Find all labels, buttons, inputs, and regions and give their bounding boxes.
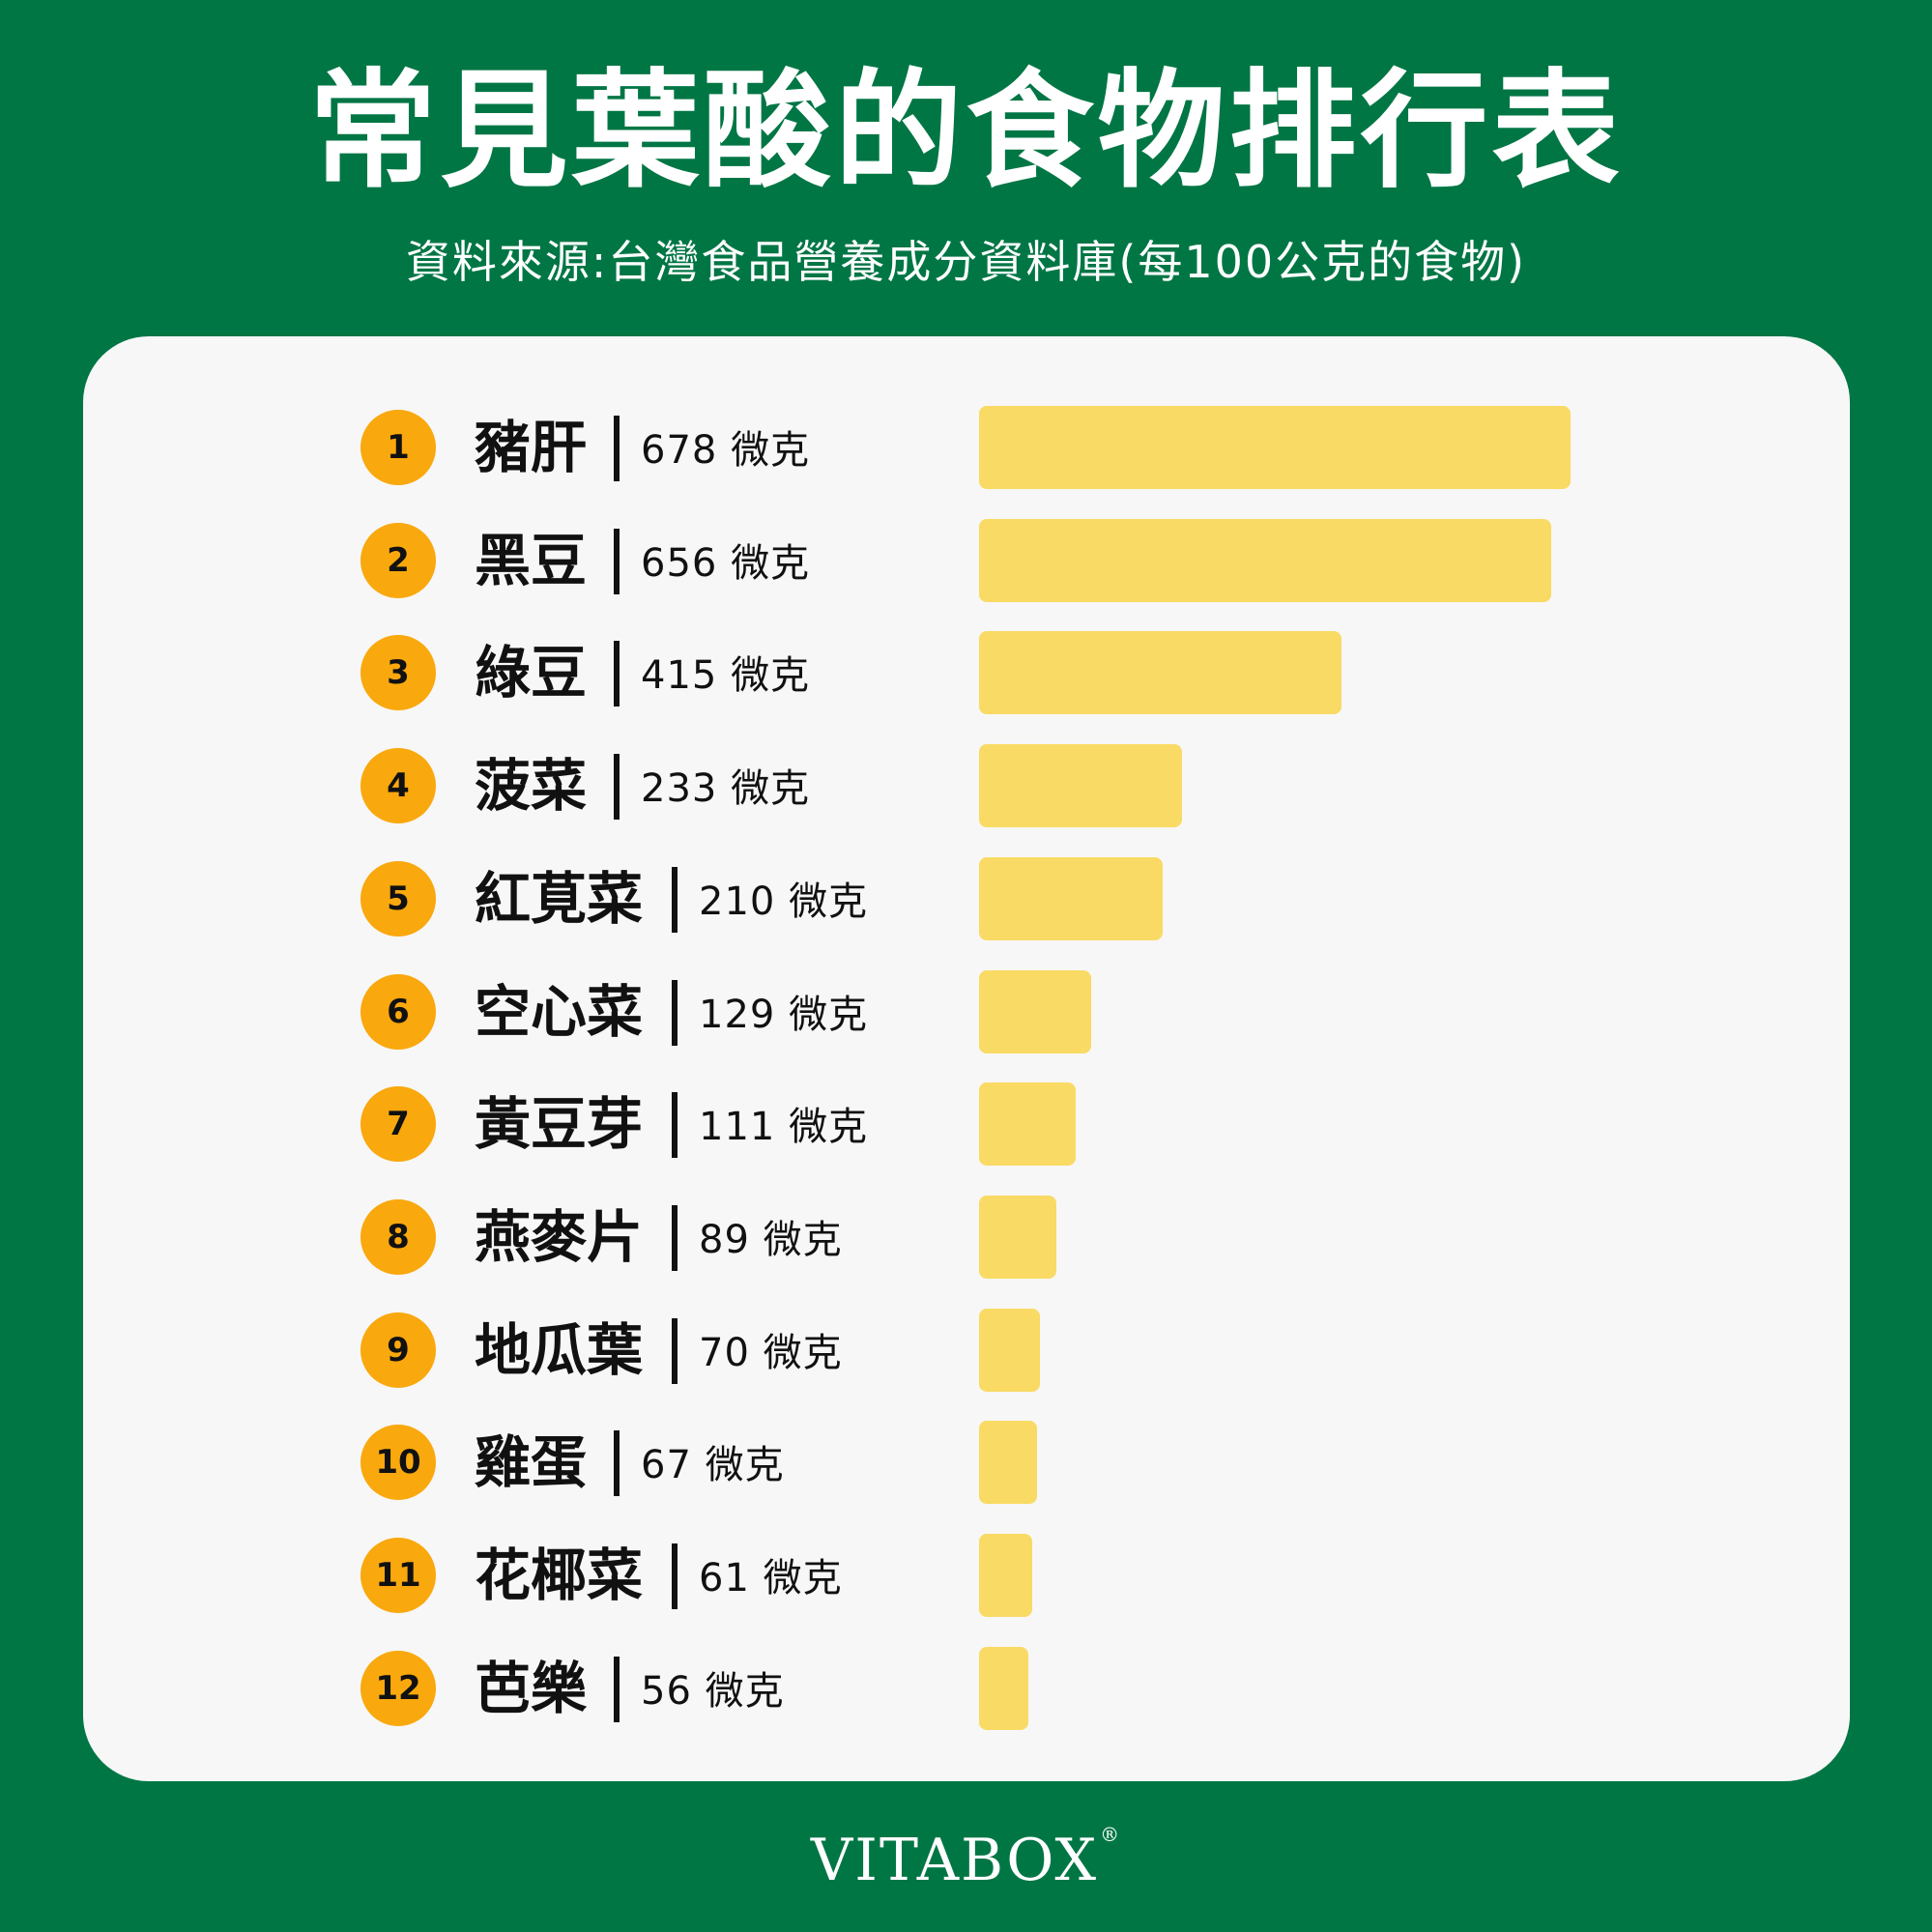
ranking-row: 7 黃豆芽 111 微克 xyxy=(83,1082,1850,1167)
food-name: 地瓜葉 xyxy=(475,1316,644,1383)
ranking-row: 1 豬肝 678 微克 xyxy=(83,406,1850,489)
food-name: 紅莧菜 xyxy=(475,865,644,932)
rank-badge: 3 xyxy=(360,635,436,711)
separator-bar xyxy=(614,528,620,594)
food-name: 黃豆芽 xyxy=(475,1091,644,1158)
value-bar xyxy=(979,518,1551,602)
ranking-row: 3 綠豆 415 微克 xyxy=(83,631,1850,715)
food-name: 菠菜 xyxy=(475,753,588,820)
folate-amount-label: 233 微克 xyxy=(641,766,811,812)
value-bar xyxy=(979,1195,1056,1279)
folate-amount-label: 67 微克 xyxy=(641,1443,785,1488)
ranking-row: 5 紅莧菜 210 微克 xyxy=(83,856,1850,940)
ranking-row: 8 燕麥片 89 微克 xyxy=(83,1195,1850,1279)
separator-bar xyxy=(672,979,678,1046)
folate-amount-label: 70 微克 xyxy=(699,1330,843,1375)
source-subtitle: 資料來源:台灣食品營養成分資料庫(每100公克的食物) xyxy=(405,236,1527,288)
food-name: 空心菜 xyxy=(475,978,644,1045)
separator-bar xyxy=(614,754,620,821)
page-title: 常見葉酸的食物排行表 xyxy=(308,57,1624,206)
separator-bar xyxy=(672,1317,678,1384)
ranking-row: 2 黑豆 656 微克 xyxy=(83,518,1850,602)
value-bar xyxy=(979,631,1341,715)
folate-amount-label: 656 微克 xyxy=(641,540,811,586)
folate-amount-label: 89 微克 xyxy=(699,1217,843,1262)
food-name: 芭樂 xyxy=(475,1655,588,1721)
food-name: 燕麥片 xyxy=(475,1203,644,1270)
ranking-row: 12 芭樂 56 微克 xyxy=(83,1646,1850,1730)
separator-bar xyxy=(614,641,620,707)
ranking-row: 10 雞蛋 67 微克 xyxy=(83,1421,1850,1505)
folate-amount-label: 415 微克 xyxy=(641,653,811,699)
folate-amount-label: 61 微克 xyxy=(699,1556,843,1600)
value-bar xyxy=(979,856,1163,940)
ranking-row: 11 花椰菜 61 微克 xyxy=(83,1534,1850,1617)
rank-badge: 10 xyxy=(360,1425,436,1501)
separator-bar xyxy=(672,866,678,933)
value-bar xyxy=(979,1534,1032,1617)
rank-badge: 4 xyxy=(360,748,436,824)
rank-badge: 11 xyxy=(360,1538,436,1613)
rank-badge: 6 xyxy=(360,973,436,1050)
separator-bar xyxy=(672,1543,678,1609)
registered-mark: ® xyxy=(1100,1823,1122,1846)
separator-bar xyxy=(672,1204,678,1271)
food-name: 黑豆 xyxy=(475,527,588,593)
rank-badge: 2 xyxy=(360,522,436,598)
separator-bar xyxy=(614,1430,620,1497)
rank-badge: 12 xyxy=(360,1650,436,1726)
ranking-card: 1 豬肝 678 微克 2 黑豆 656 微克 3 綠豆 415 微克 4 菠菜 233 微克 5 紅莧菜… xyxy=(83,336,1850,1781)
food-name: 花椰菜 xyxy=(475,1543,644,1608)
rank-badge: 7 xyxy=(360,1086,436,1163)
folate-amount-label: 129 微克 xyxy=(699,992,869,1037)
folate-amount-label: 56 微克 xyxy=(641,1668,785,1714)
separator-bar xyxy=(614,1656,620,1722)
rank-badge: 5 xyxy=(360,860,436,937)
food-name: 豬肝 xyxy=(475,415,588,480)
rank-badge: 9 xyxy=(360,1312,436,1388)
value-bar xyxy=(979,969,1091,1053)
brand-logo: VITABOX ® xyxy=(0,1825,1932,1889)
value-bar xyxy=(979,744,1182,828)
folate-amount-label: 678 微克 xyxy=(641,428,811,473)
value-bar xyxy=(979,1646,1028,1730)
value-bar xyxy=(979,1308,1040,1392)
value-bar xyxy=(979,1421,1037,1505)
separator-bar xyxy=(672,1092,678,1159)
ranking-row: 9 地瓜葉 70 微克 xyxy=(83,1308,1850,1392)
value-bar xyxy=(979,406,1571,489)
food-name: 雞蛋 xyxy=(475,1429,588,1496)
value-bar xyxy=(979,1082,1076,1167)
brand-name: VITABOX xyxy=(810,1827,1099,1894)
ranking-row: 6 空心菜 129 微克 xyxy=(83,969,1850,1053)
folate-amount-label: 210 微克 xyxy=(699,879,869,924)
separator-bar xyxy=(614,416,620,481)
ranking-row: 4 菠菜 233 微克 xyxy=(83,744,1850,828)
food-name: 綠豆 xyxy=(475,640,588,706)
rank-badge: 8 xyxy=(360,1198,436,1275)
rank-badge: 1 xyxy=(360,410,436,485)
folate-amount-label: 111 微克 xyxy=(699,1105,869,1150)
